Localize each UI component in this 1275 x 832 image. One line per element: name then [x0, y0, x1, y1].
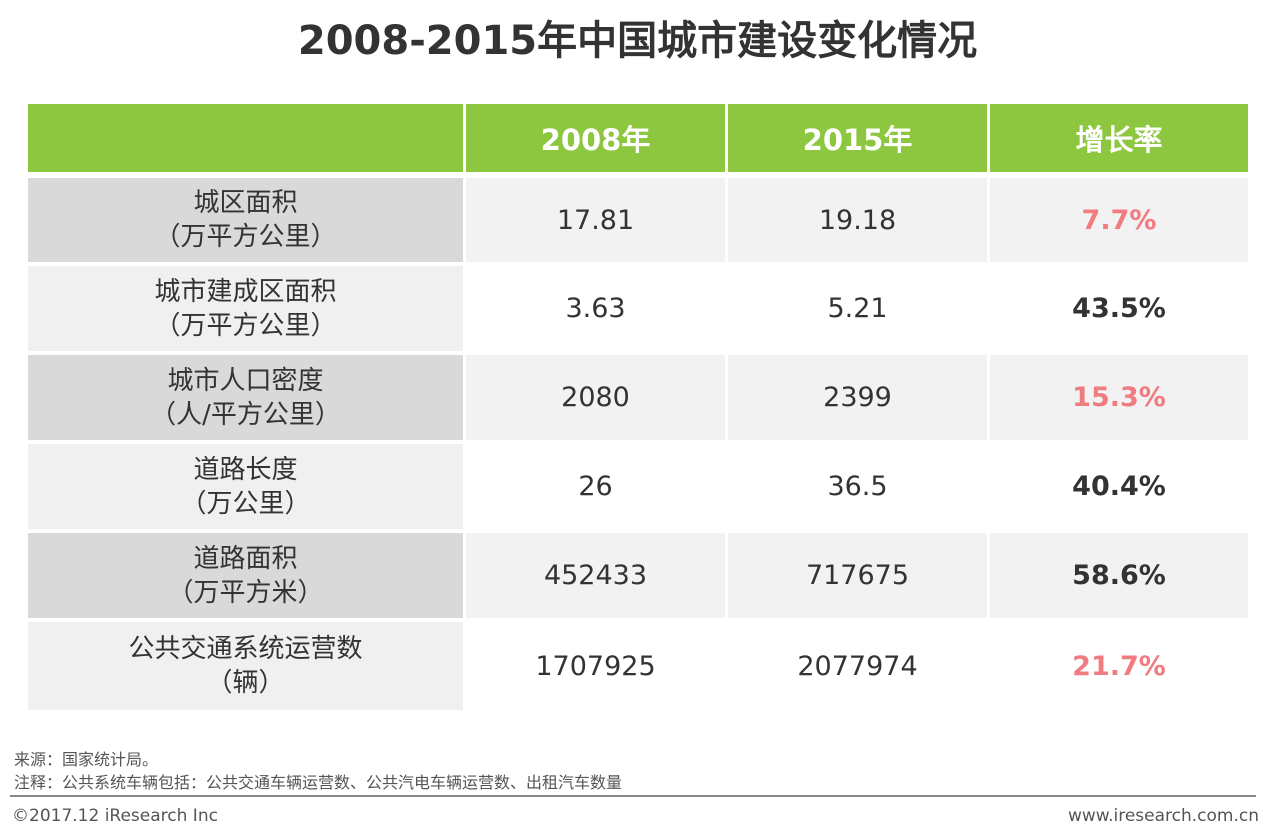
header-2015: 2015年	[728, 104, 987, 172]
value-2008: 3.63	[466, 266, 725, 351]
row-label: 城区面积 （万平方公里）	[28, 178, 463, 262]
growth-rate: 7.7%	[990, 178, 1248, 262]
row-unit: （万公里）	[180, 488, 311, 519]
growth-rate: 21.7%	[990, 622, 1248, 710]
value-2008: 1707925	[466, 622, 725, 710]
header-2008: 2008年	[466, 104, 725, 172]
value-2015: 19.18	[728, 178, 987, 262]
growth-rate: 15.3%	[990, 355, 1248, 440]
row-unit: （万平方米）	[167, 577, 324, 608]
value-2015: 5.21	[728, 266, 987, 351]
value-2008: 2080	[466, 355, 725, 440]
copyright: ©2017.12 iResearch Inc	[12, 806, 218, 826]
footer-divider	[10, 795, 1256, 797]
row-name: 道路长度	[193, 454, 298, 485]
row-label: 道路面积 （万平方米）	[28, 533, 463, 618]
value-2015: 2077974	[728, 622, 987, 710]
value-2015: 2399	[728, 355, 987, 440]
growth-rate: 58.6%	[990, 533, 1248, 618]
source-note: 来源：国家统计局。	[14, 750, 159, 769]
row-unit: （万平方公里）	[154, 310, 337, 341]
row-label: 城市建成区面积 （万平方公里）	[28, 266, 463, 351]
header-growth-rate: 增长率	[990, 104, 1248, 172]
footnote: 注释：公共系统车辆包括：公共交通车辆运营数、公共汽电车辆运营数、出租汽车数量	[14, 773, 623, 792]
row-label: 城市人口密度 （人/平方公里）	[28, 355, 463, 440]
row-name: 道路面积	[193, 543, 298, 574]
website-link[interactable]: www.iresearch.com.cn	[1067, 806, 1259, 826]
row-unit: （辆）	[206, 668, 285, 698]
value-2008: 17.81	[466, 178, 725, 262]
row-name: 城市人口密度	[167, 365, 324, 396]
row-unit: （万平方公里）	[154, 222, 337, 252]
row-name: 城区面积	[193, 188, 298, 218]
row-label: 公共交通系统运营数 （辆）	[28, 622, 463, 710]
row-name: 公共交通系统运营数	[128, 634, 363, 664]
growth-rate: 40.4%	[990, 444, 1248, 529]
row-unit: （人/平方公里）	[150, 399, 341, 430]
value-2015: 717675	[728, 533, 987, 618]
value-2015: 36.5	[728, 444, 987, 529]
value-2008: 452433	[466, 533, 725, 618]
header-empty-cell	[28, 104, 463, 172]
value-2008: 26	[466, 444, 725, 529]
growth-rate: 43.5%	[990, 266, 1248, 351]
row-label: 道路长度 （万公里）	[28, 444, 463, 529]
page-title: 2008-2015年中国城市建设变化情况	[297, 18, 978, 64]
row-name: 城市建成区面积	[154, 276, 337, 307]
